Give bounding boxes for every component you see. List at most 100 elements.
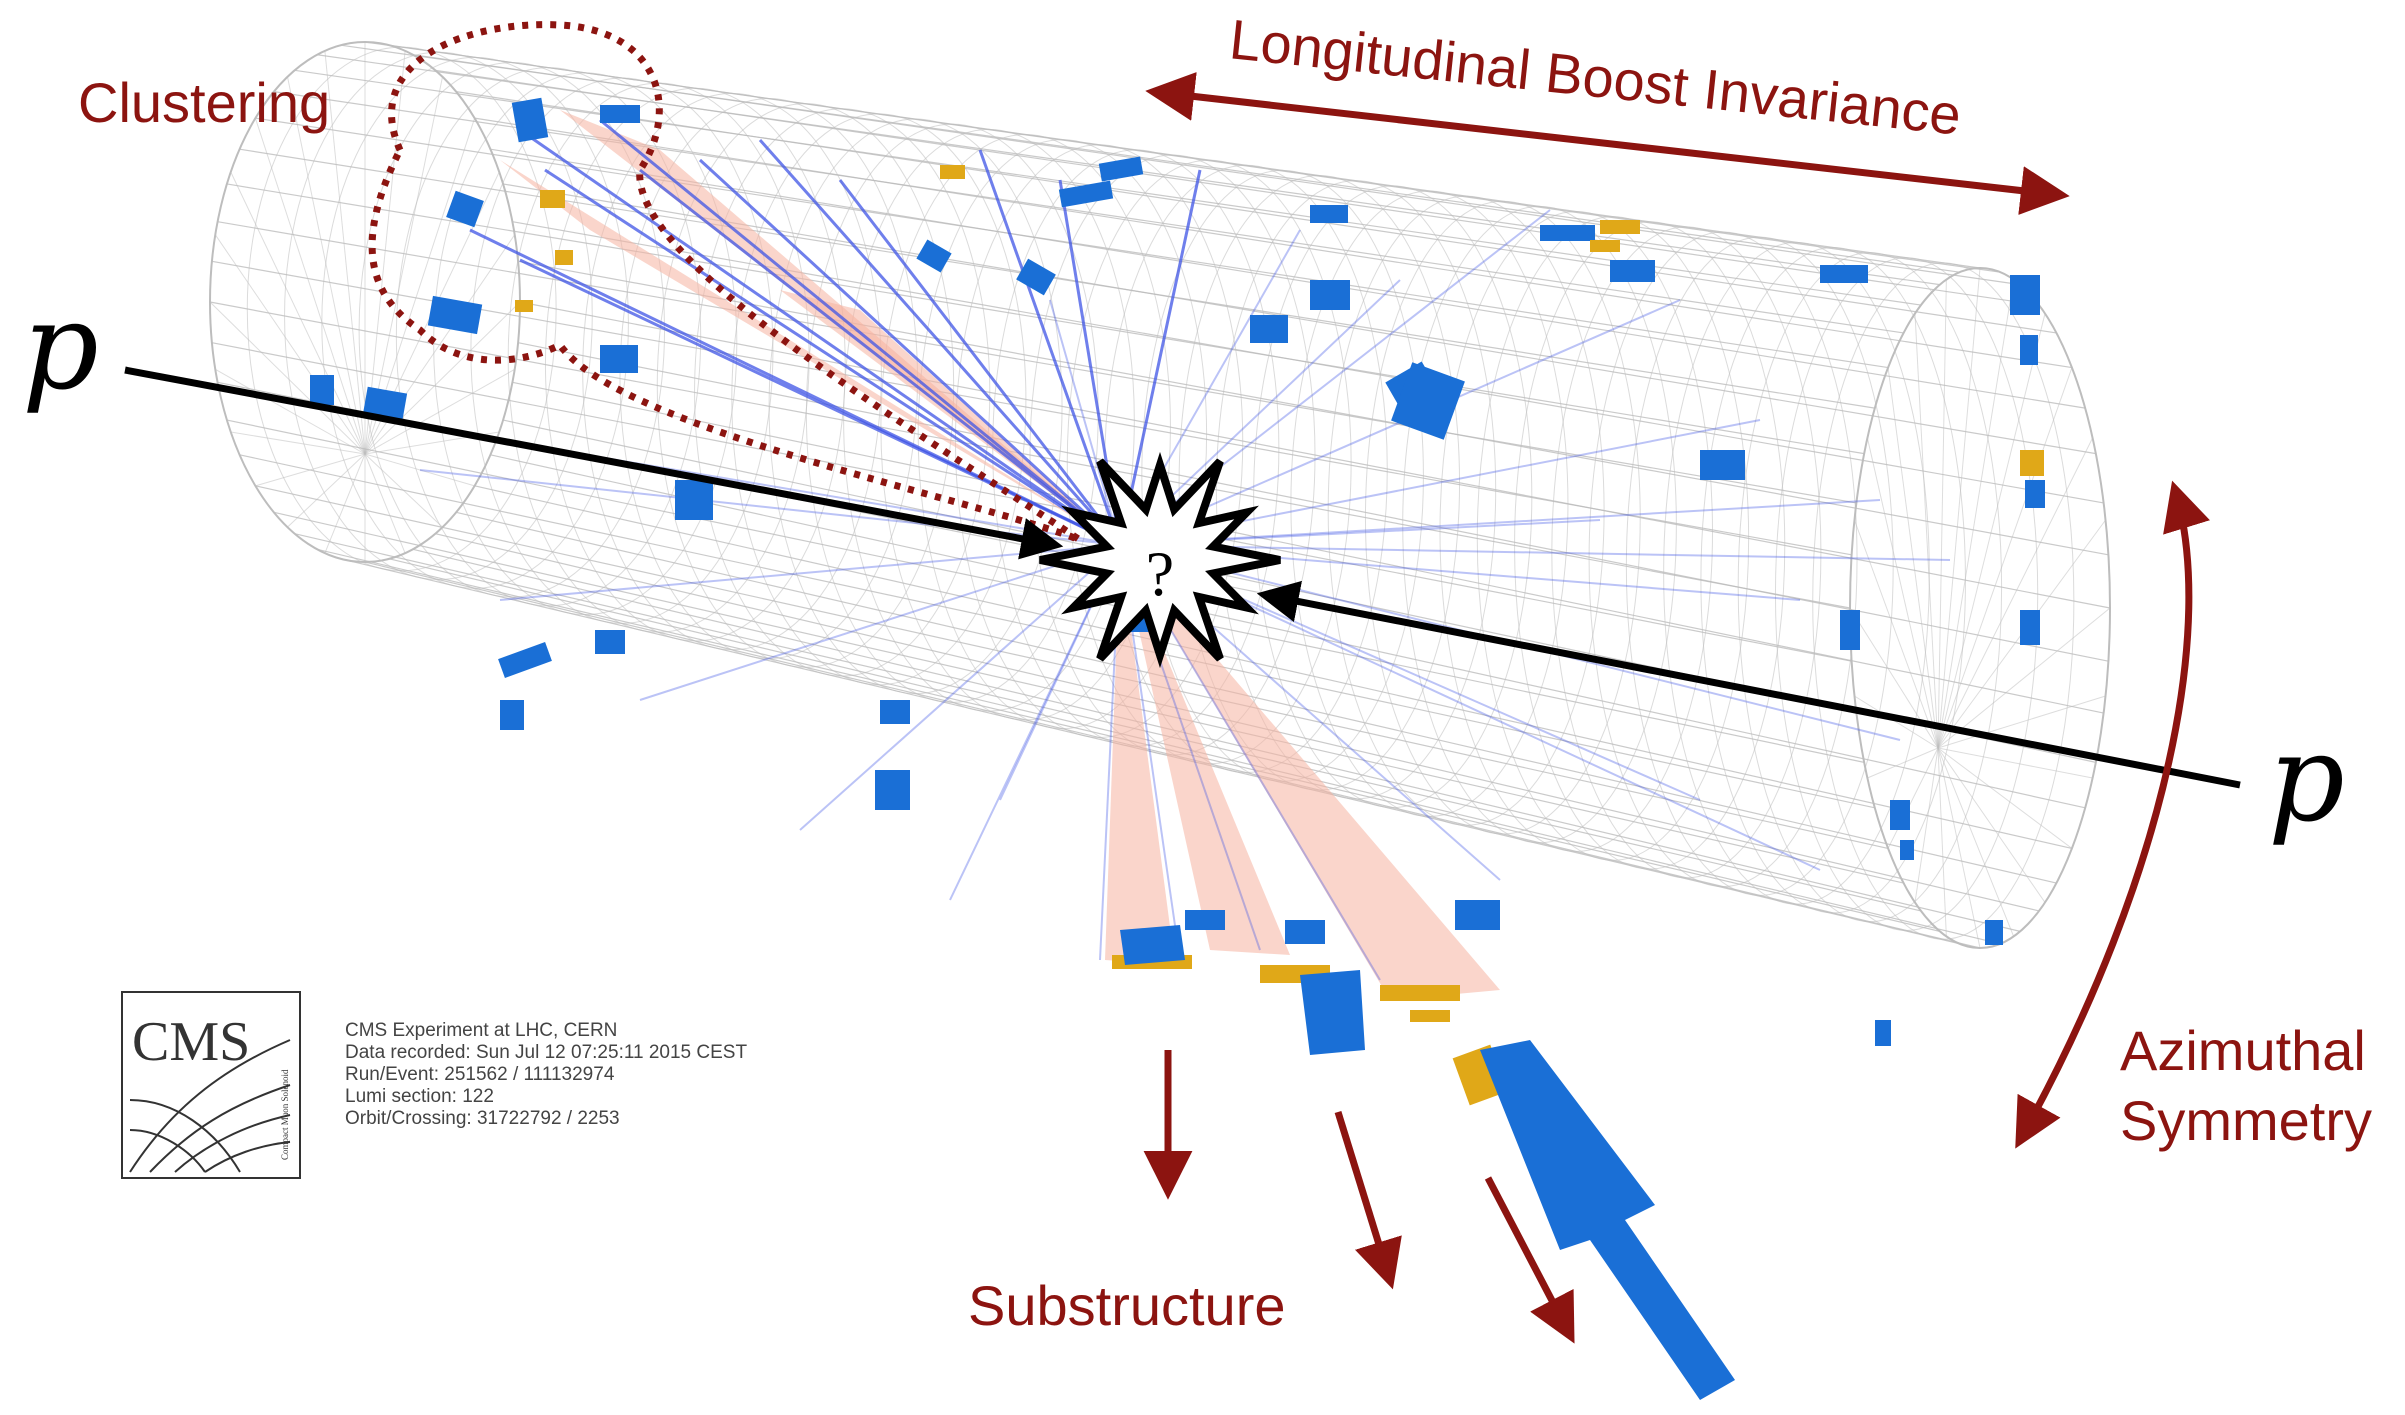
endcap-right-spoke (1887, 747, 1939, 849)
particle-track (1049, 299, 1121, 546)
hcal-deposit (1455, 900, 1500, 930)
endcap-right-spoke (1937, 747, 1981, 949)
hcal-deposit (2020, 335, 2038, 365)
longitudinal-arrow (1145, 72, 2070, 215)
endcap-right-spoke (1853, 519, 1939, 749)
mesh-ring (1327, 195, 1605, 826)
jet-cone (1105, 545, 1175, 965)
hcal-deposit (595, 630, 625, 654)
mesh-ring (880, 133, 1171, 721)
particle-track (639, 168, 1121, 547)
event-info-line-4: Lumi section: 122 (345, 1086, 494, 1107)
endcap-left-spoke (230, 431, 366, 455)
endcap-left-spoke (364, 453, 406, 554)
endcap-right-spoke (1937, 279, 2015, 749)
ecal-deposit (1600, 220, 1640, 234)
endcap-right-spoke (1937, 279, 1947, 749)
hcal-tower (1120, 925, 1185, 965)
endcap-right-spoke (1887, 367, 1939, 749)
endcap-right-spoke (1937, 747, 2015, 937)
hcal-deposit (1840, 610, 1860, 650)
hcal-deposit (1820, 265, 1868, 283)
cms-logo-text: CMS (132, 1011, 250, 1073)
endcap-left-spoke (364, 368, 515, 455)
jet-cone (780, 290, 1120, 545)
particle-track (639, 544, 1121, 701)
azimuthal-arrow (2015, 480, 2210, 1149)
endcap-right-spoke (1937, 367, 2073, 749)
hcal-deposit (2020, 610, 2040, 645)
ecal-deposit (555, 250, 573, 265)
ecal-deposit (515, 300, 533, 312)
hcal-tower-large (1480, 1040, 1735, 1400)
endcap-left-spoke (230, 171, 366, 455)
event-info-line-2: Data recorded: Sun Jul 12 07:25:11 2015 … (345, 1042, 747, 1063)
hcal-deposit (498, 642, 552, 678)
particle-track (599, 118, 1121, 547)
hcal-deposit (1391, 362, 1465, 440)
mesh-ring (843, 128, 1135, 712)
clustering-outline (368, 21, 1082, 544)
hcal-deposit (1016, 258, 1056, 296)
hcal-deposit (427, 295, 483, 335)
endcap-right-spoke (1854, 695, 1939, 749)
particle-track (859, 419, 1121, 546)
substructure-arrow-3 (1484, 1176, 1575, 1344)
azimuthal-label-line2: Symmetry (2120, 1089, 2372, 1152)
hcal-deposit (1985, 920, 2003, 945)
proton-label-left: p (22, 278, 99, 417)
detector-mesh (209, 41, 2111, 949)
hcal-deposit (1310, 280, 1350, 310)
particle-track (978, 149, 1122, 546)
particle-track (544, 168, 1121, 547)
endcap-left-spoke (364, 50, 406, 455)
endcap-left-spoke (364, 301, 521, 455)
clustering-label: Clustering (78, 71, 330, 134)
jet-cone (500, 160, 1120, 545)
ecal-deposit (1410, 1010, 1450, 1022)
mesh-ring (1439, 211, 1713, 852)
mesh-ring (1551, 226, 1822, 879)
hcal-deposit (600, 105, 640, 123)
endcap-left-spoke (324, 50, 366, 455)
mesh-ring (1402, 205, 1677, 844)
hcal-deposit (1610, 260, 1655, 282)
azimuthal-label-line1: Azimuthal (2120, 1019, 2366, 1082)
endcap-right-spoke (1914, 313, 1939, 749)
endcap-left-spoke (287, 76, 366, 455)
cms-logo: CMS Compact Muon Solenoid (121, 991, 301, 1179)
endcap-left-spoke (324, 453, 366, 554)
event-info: CMS Experiment at LHC, CERN Data recorde… (345, 1020, 747, 1129)
hcal-deposit (1250, 315, 1288, 343)
ecal-deposit (2020, 450, 2044, 476)
hcal-deposit (446, 190, 484, 228)
hcal-deposit (880, 700, 910, 724)
mesh-ring (246, 46, 557, 572)
hcal-deposit (1540, 225, 1595, 241)
particle-track (519, 128, 1121, 547)
mesh-ring (433, 72, 738, 616)
cms-logo-subtext: Compact Muon Solenoid (280, 1069, 290, 1160)
endcap-right-spoke (1937, 313, 2046, 749)
mesh-ring (917, 139, 1208, 730)
hcal-deposit (2025, 480, 2045, 508)
particle-track (499, 544, 1121, 601)
endcap-left-spoke (364, 453, 475, 487)
particle-track (758, 139, 1122, 546)
event-info-line-1: CMS Experiment at LHC, CERN (345, 1020, 617, 1041)
endcap-left-spoke (364, 453, 443, 528)
particle-track (1119, 499, 1881, 546)
hcal-deposit (1310, 205, 1348, 223)
mesh-ring (954, 144, 1244, 738)
mesh-ring (1514, 221, 1786, 870)
hcal-deposit (2010, 275, 2040, 315)
hcal-deposit (1058, 180, 1114, 208)
event-info-line-5: Orbit/Crossing: 31722792 / 2253 (345, 1108, 620, 1129)
mesh-ring (768, 118, 1063, 695)
mesh-ring (1663, 241, 1930, 905)
collision-burst: ? (1039, 451, 1281, 669)
hcal-deposit (362, 386, 408, 422)
mesh-ring (1737, 252, 2003, 923)
endcap-left-spoke (209, 301, 366, 455)
